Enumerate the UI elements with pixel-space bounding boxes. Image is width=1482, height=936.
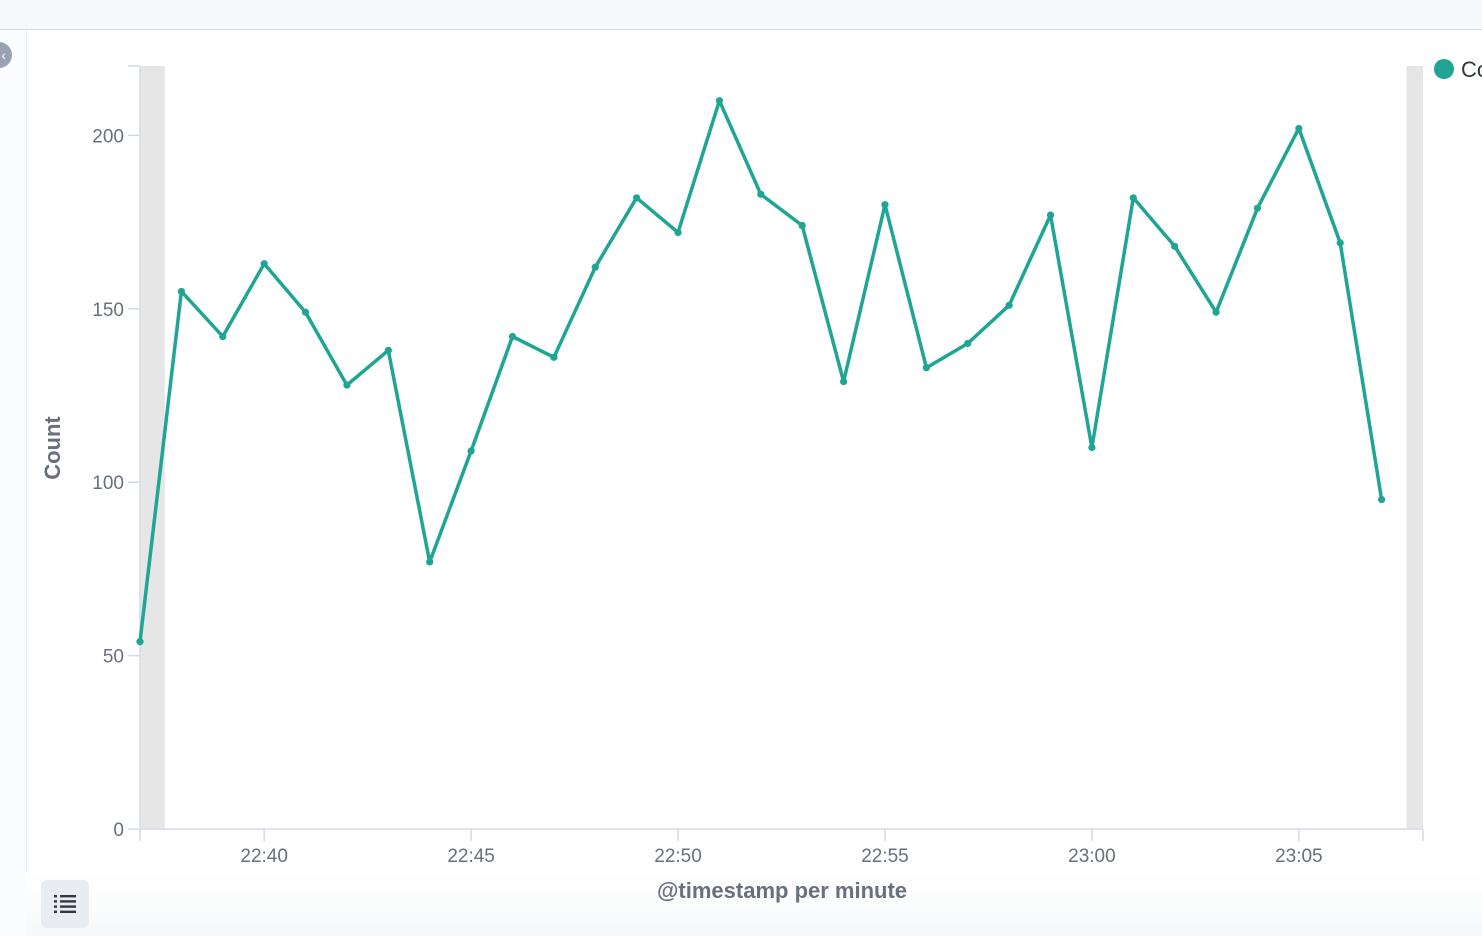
data-point-23:06 <box>1336 239 1344 247</box>
series-line-0 <box>138 98 1384 644</box>
data-point-22:52 <box>757 190 765 198</box>
data-point-22:37 <box>136 638 144 646</box>
data-point-22:53 <box>798 221 806 230</box>
data-point-22:44 <box>426 558 434 566</box>
partial-bucket-1 <box>1406 66 1423 829</box>
data-point-23:01 <box>1129 194 1137 202</box>
legend[interactable]: Co <box>1434 57 1482 82</box>
bottom-bar <box>26 872 1482 936</box>
data-point-22:48 <box>591 263 599 271</box>
y-axis-title: Count <box>40 416 65 480</box>
y-tick-label: 150 <box>92 300 124 321</box>
legend-toggle-glyph <box>54 895 76 913</box>
data-point-22:39 <box>219 332 227 341</box>
x-tick-label: 23:00 <box>1068 846 1116 867</box>
data-point-22:57 <box>964 339 972 348</box>
y-axis-ticks: 0 50 100 150 200 <box>92 126 140 841</box>
data-point-23:07 <box>1378 495 1386 504</box>
partial-bucket-0 <box>140 66 165 829</box>
data-point-22:45 <box>467 447 475 455</box>
data-point-23:05 <box>1295 124 1303 133</box>
data-point-22:47 <box>550 353 558 361</box>
data-point-23:04 <box>1253 204 1262 212</box>
data-point-22:46 <box>508 332 517 341</box>
data-point-22:43 <box>384 346 392 354</box>
top-toolbar <box>0 0 1482 30</box>
x-tick-label: 23:05 <box>1275 846 1323 867</box>
x-tick-label: 22:55 <box>861 846 909 867</box>
partial-bucket-layer <box>140 66 1423 829</box>
legend-entry-label[interactable]: Co <box>1461 57 1482 82</box>
data-point-22:41 <box>301 308 310 316</box>
y-tick-label: 200 <box>92 126 124 147</box>
data-point-23:02 <box>1171 242 1179 250</box>
data-point-22:54 <box>839 378 848 386</box>
series-layer <box>136 97 1386 646</box>
data-point-22:42 <box>343 381 351 389</box>
axis-layer <box>128 65 1424 841</box>
x-tick-label: 22:50 <box>654 846 702 867</box>
x-axis-title: @timestamp per minute <box>657 878 907 903</box>
y-tick-label: 50 <box>103 647 124 668</box>
data-point-23:00 <box>1088 443 1096 452</box>
data-point-22:59 <box>1046 211 1055 219</box>
data-point-22:51 <box>715 97 724 105</box>
list-icon[interactable] <box>41 880 89 928</box>
data-point-22:50 <box>674 228 682 237</box>
data-point-22:58 <box>1005 301 1013 309</box>
data-point-22:55 <box>881 201 889 209</box>
y-tick-label: 0 <box>113 820 124 841</box>
y-tick-label: 100 <box>92 473 124 494</box>
data-point-23:03 <box>1212 308 1220 316</box>
legend-swatch <box>1434 59 1454 79</box>
chevron-left-icon[interactable]: ‹ <box>0 42 12 68</box>
x-tick-label: 22:40 <box>240 846 288 867</box>
data-point-22:56 <box>922 364 930 372</box>
x-axis-ticks: 22:40 22:45 22:50 22:55 23:00 23:05 <box>240 829 1323 867</box>
data-point-22:38 <box>177 287 185 296</box>
sidebar-strip <box>0 30 27 936</box>
data-point-22:40 <box>260 260 268 268</box>
x-tick-label: 22:45 <box>447 846 495 867</box>
data-point-22:49 <box>633 194 641 202</box>
